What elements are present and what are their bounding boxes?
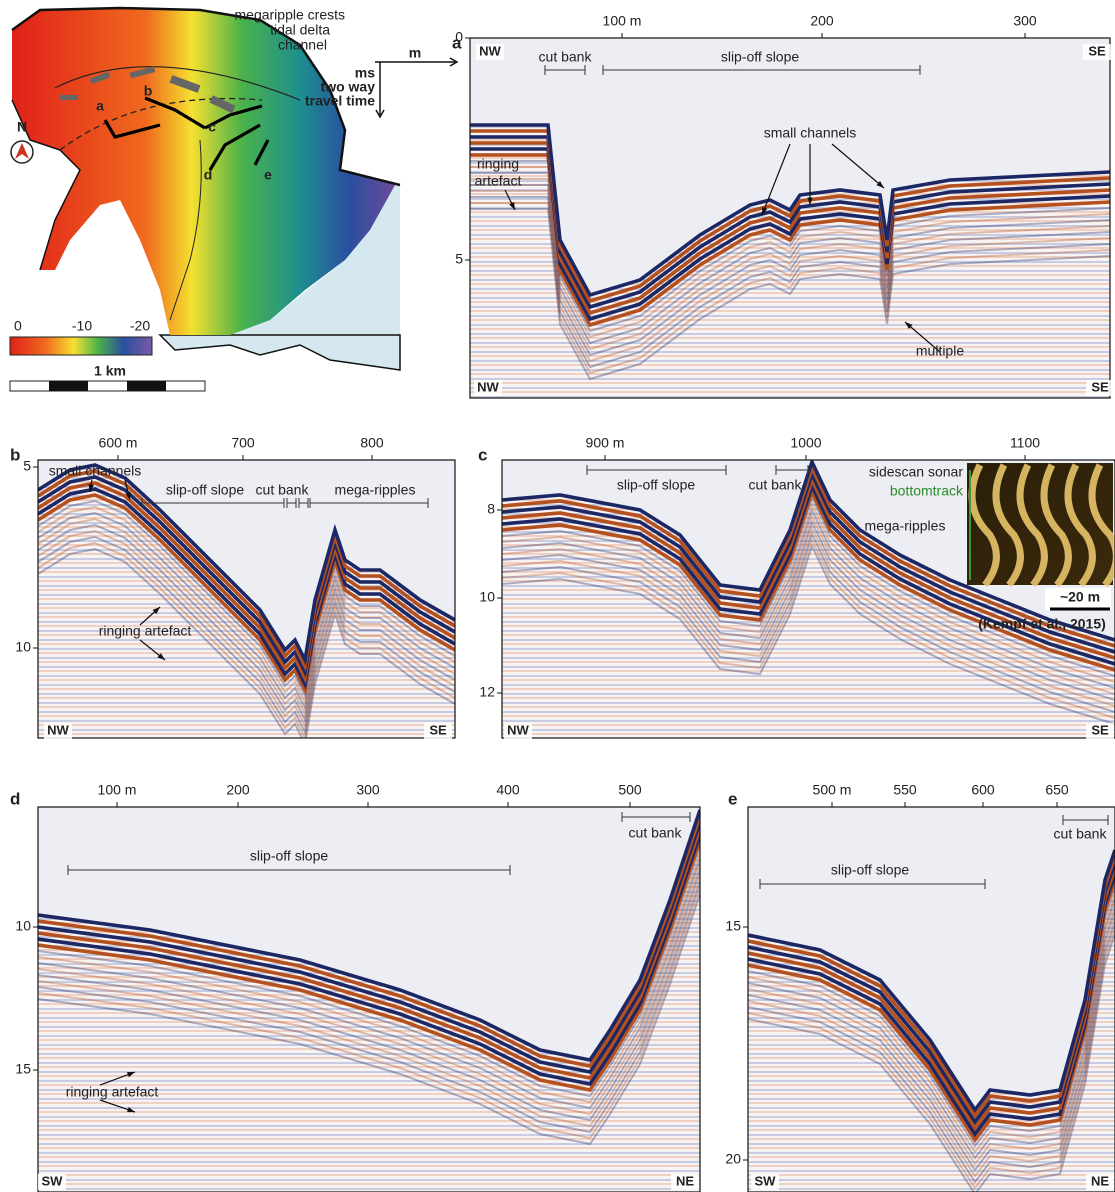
x-tick-label: 400 [496, 782, 520, 798]
x-tick-label: 650 [1045, 782, 1069, 798]
annotation: small channels [764, 125, 857, 141]
annotation: artefact [475, 173, 522, 189]
profile-label: b [144, 83, 153, 99]
annotation: cut bank [1054, 826, 1108, 842]
annotation: multiple [916, 343, 964, 359]
colorbar-label: -10 [72, 318, 92, 334]
seismic-panel: c 900 m 1000 1100 8 10 12 NW SE slip-off slope cut… [478, 435, 1115, 748]
y-tick-label: 15 [725, 918, 741, 934]
y-tick-label: 0 [455, 29, 463, 45]
direction-label: NW [479, 43, 501, 58]
panel-label: b [10, 445, 20, 464]
x-tick-label: 700 [231, 435, 255, 451]
seismic-panel: e 500 m 550 600 650 15 20 SW NE slip-off slope cut… [725, 782, 1115, 1192]
x-tick-label: 200 [226, 782, 250, 798]
annotation: ringing artefact [99, 623, 192, 639]
annotation: slip-off slope [166, 482, 245, 498]
annotation: slip-off slope [831, 862, 910, 878]
x-tick-label: 1000 [790, 435, 821, 451]
annotation: ringing [477, 156, 519, 172]
annotation: cut bank [539, 49, 593, 65]
x-tick-label: 600 [971, 782, 995, 798]
y-tick-label: 15 [15, 1061, 31, 1077]
annotation: cut bank [629, 825, 683, 841]
direction-label: SW [755, 1173, 777, 1188]
annotation: small channels [49, 463, 142, 479]
map: megaripple creststidal deltachannel a b c d e… [10, 7, 457, 391]
annotation: mega-ripples [865, 518, 946, 534]
x-tick-label: 300 [1013, 13, 1037, 29]
x-tick-label: 1100 [1010, 435, 1040, 451]
x-tick-label: 900 m [586, 435, 625, 451]
annotation: ~20 m [1060, 589, 1100, 605]
colorbar-label: -20 [130, 318, 150, 334]
x-tick-label: 300 [356, 782, 380, 798]
seismic-section [748, 807, 1115, 1192]
x-tick-label: 100 m [98, 782, 137, 798]
seismic-panel: d 100 m 200 300 400 500 10 15 SW NE cut bank slip-o… [10, 782, 700, 1192]
direction-label: NW [507, 722, 529, 737]
profile-label: e [264, 167, 272, 183]
y-tick-label: 8 [487, 501, 495, 517]
y-tick-label: 12 [479, 684, 495, 700]
north-label: N [17, 119, 27, 135]
page: megaripple creststidal deltachannel a b c d e… [0, 0, 1115, 1192]
x-tick-label: 800 [360, 435, 384, 451]
annotation: cut bank [256, 482, 310, 498]
panel-label: c [478, 445, 487, 464]
colorbar-label: 0 [14, 318, 22, 334]
direction-label: SE [1091, 379, 1109, 394]
profile-label: d [204, 167, 213, 183]
direction-label: NW [477, 379, 499, 394]
annotation: slip-off slope [721, 49, 800, 65]
direction-label: SE [1088, 43, 1106, 58]
profile-label: a [96, 98, 104, 114]
seismic-section [470, 38, 1110, 408]
annotation: cut bank [749, 477, 803, 493]
y-tick-label: 10 [479, 589, 495, 605]
axis-key-label: travel time [305, 93, 375, 109]
y-tick-label: 20 [725, 1151, 741, 1167]
seismic-section [38, 807, 700, 1192]
annotation: slip-off slope [617, 477, 696, 493]
y-tick-label: 10 [15, 918, 31, 934]
legend-label: channel [278, 37, 327, 53]
panel-label: d [10, 789, 20, 808]
figure: megaripple creststidal deltachannel a b c d e… [0, 0, 1115, 1192]
colorbar [10, 337, 152, 355]
annotation: mega-ripples [335, 482, 416, 498]
direction-label: SE [1091, 722, 1109, 737]
axis-key [375, 58, 457, 117]
annotation: ringing artefact [66, 1084, 159, 1100]
annotation: bottomtrack [890, 483, 964, 499]
panel-label: e [728, 789, 737, 808]
direction-label: NE [676, 1173, 694, 1188]
legend-label: tidal delta [270, 22, 330, 38]
annotation: (Kempf et al., 2015) [978, 616, 1106, 632]
y-tick-label: 5 [23, 458, 31, 474]
y-tick-label: 10 [15, 639, 31, 655]
direction-label: NW [47, 722, 69, 737]
x-tick-label: 600 m [99, 435, 138, 451]
annotation: sidescan sonar [869, 464, 964, 480]
profile-label: c [208, 119, 216, 135]
x-tick-label: 100 m [603, 13, 642, 29]
scale-label: 1 km [94, 363, 126, 379]
direction-label: SE [429, 722, 447, 737]
y-tick-label: 5 [455, 251, 463, 267]
x-tick-label: 500 m [813, 782, 852, 798]
legend-label: megaripple crests [235, 7, 346, 23]
direction-label: NE [1091, 1173, 1109, 1188]
x-tick-label: 200 [810, 13, 834, 29]
annotation: slip-off slope [250, 848, 329, 864]
scale-bar [10, 381, 205, 391]
x-tick-label: 500 [618, 782, 642, 798]
axis-key-label: m [409, 45, 421, 61]
sea [160, 335, 400, 370]
x-tick-label: 550 [893, 782, 917, 798]
seismic-panel: b 600 m 700 800 5 10 NW SE small channels slip-of… [10, 435, 455, 748]
direction-label: SW [42, 1173, 64, 1188]
seismic-panel: a100 m20030005NWSENWSEcut bankslip-off s… [452, 13, 1114, 408]
